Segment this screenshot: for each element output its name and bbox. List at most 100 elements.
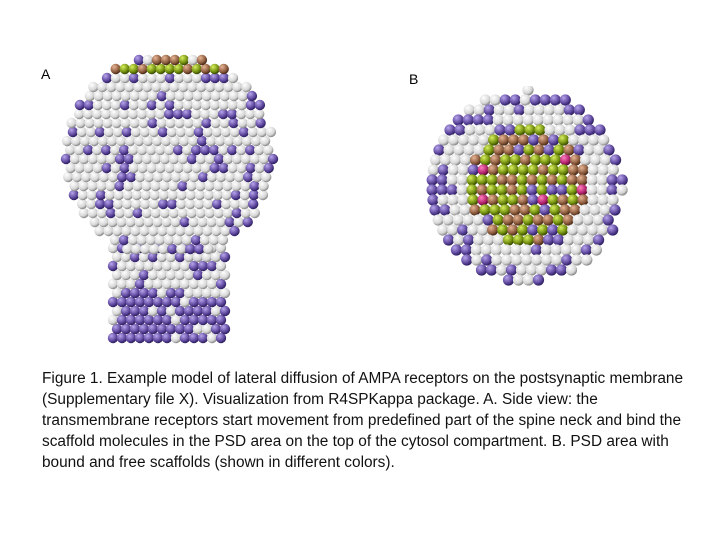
membrane-sphere — [105, 180, 116, 192]
membrane-sphere — [563, 234, 575, 246]
membrane-sphere — [520, 244, 532, 256]
receptor-sphere — [263, 162, 274, 174]
membrane-sphere — [462, 214, 474, 226]
membrane-sphere — [219, 269, 231, 281]
membrane-sphere — [84, 117, 95, 129]
membrane-sphere — [155, 144, 166, 156]
receptor-sphere — [165, 287, 177, 299]
membrane-sphere — [596, 184, 608, 196]
scaffold-sphere — [547, 194, 559, 206]
membrane-sphere — [241, 135, 253, 147]
membrane-sphere — [157, 225, 168, 237]
membrane-sphere — [70, 135, 82, 147]
membrane-sphere — [213, 180, 224, 192]
membrane-sphere — [165, 117, 176, 129]
membrane-sphere — [160, 135, 172, 147]
receptor-sphere — [224, 216, 235, 228]
receptor-sphere — [120, 305, 132, 317]
receptor-sphere — [116, 332, 128, 344]
membrane-sphere — [147, 269, 159, 281]
receptor-sphere — [201, 305, 213, 317]
membrane-sphere — [177, 153, 189, 165]
membrane-sphere — [223, 81, 234, 93]
receptor-sphere — [227, 144, 238, 156]
membrane-sphere — [589, 204, 601, 216]
receptor-sphere — [117, 171, 128, 183]
receptor-sphere — [238, 126, 250, 138]
membrane-sphere — [522, 86, 534, 96]
receptor-sphere — [609, 204, 621, 216]
scaffold-sphere — [164, 63, 175, 75]
membrane-sphere — [152, 260, 164, 272]
membrane-sphere — [159, 180, 170, 192]
receptor-sphere — [573, 104, 585, 116]
membrane-sphere — [446, 174, 458, 186]
membrane-sphere — [168, 153, 180, 165]
scaffold-sphere — [566, 174, 578, 186]
receptor-sphere — [197, 296, 209, 308]
receptor-sphere — [111, 323, 123, 335]
scaffold-sphere — [523, 234, 535, 246]
membrane-sphere — [468, 134, 480, 146]
membrane-sphere — [246, 117, 257, 129]
receptor-sphere — [426, 174, 438, 186]
receptor-sphere — [177, 180, 188, 192]
scaffold-sphere — [543, 234, 555, 246]
receptor-sphere — [74, 99, 86, 111]
psd-spheres — [426, 86, 628, 286]
figure-caption: Figure 1. Example model of lateral diffu… — [42, 370, 684, 471]
membrane-sphere — [211, 126, 223, 138]
membrane-sphere — [122, 243, 133, 255]
membrane-sphere — [473, 104, 485, 116]
membrane-sphere — [146, 72, 158, 84]
membrane-sphere — [131, 243, 142, 255]
membrane-sphere — [214, 81, 225, 93]
receptor-sphere — [114, 180, 125, 192]
receptor-sphere — [242, 216, 253, 228]
membrane-sphere — [88, 135, 100, 147]
membrane-sphere — [215, 242, 227, 254]
membrane-sphere — [120, 90, 132, 102]
scaffold-sphere — [497, 194, 509, 206]
membrane-sphere — [473, 144, 485, 156]
scaffold-sphere — [476, 184, 488, 196]
receptor-sphere — [475, 264, 488, 276]
membrane-sphere — [232, 81, 243, 93]
receptor-sphere — [143, 332, 155, 344]
receptor-sphere — [485, 264, 498, 276]
membrane-sphere — [577, 224, 589, 236]
membrane-sphere — [236, 108, 247, 120]
membrane-sphere — [573, 234, 585, 246]
membrane-sphere — [210, 117, 221, 129]
membrane-sphere — [184, 126, 196, 138]
scaffold-sphere — [529, 204, 541, 216]
receptor-sphere — [427, 194, 439, 206]
membrane-sphere — [192, 251, 204, 263]
membrane-sphere — [430, 154, 442, 166]
membrane-sphere — [212, 189, 224, 201]
receptor-sphere — [116, 296, 128, 308]
receptor-sphere — [218, 108, 229, 120]
scaffold-sphere — [547, 164, 559, 176]
receptor-sphere — [152, 296, 164, 308]
membrane-sphere — [105, 153, 117, 165]
receptor-sphere — [138, 287, 150, 299]
scaffold-sphere — [489, 204, 501, 216]
receptor-sphere — [580, 244, 592, 256]
membrane-sphere — [237, 90, 249, 102]
membrane-sphere — [111, 269, 123, 281]
membrane-sphere — [116, 260, 128, 272]
scaffold-sphere — [487, 164, 499, 176]
membrane-sphere — [578, 134, 590, 146]
membrane-sphere — [191, 162, 202, 174]
membrane-sphere — [443, 144, 455, 156]
scaffold-sphere — [576, 174, 588, 186]
receptor-sphere — [119, 99, 131, 111]
membrane-sphere — [562, 114, 574, 126]
membrane-sphere — [108, 171, 119, 183]
scaffold-sphere — [557, 194, 569, 206]
membrane-sphere — [191, 99, 203, 111]
receptor-sphere — [68, 189, 80, 201]
receptor-sphere — [606, 174, 618, 186]
membrane-sphere — [211, 225, 222, 237]
